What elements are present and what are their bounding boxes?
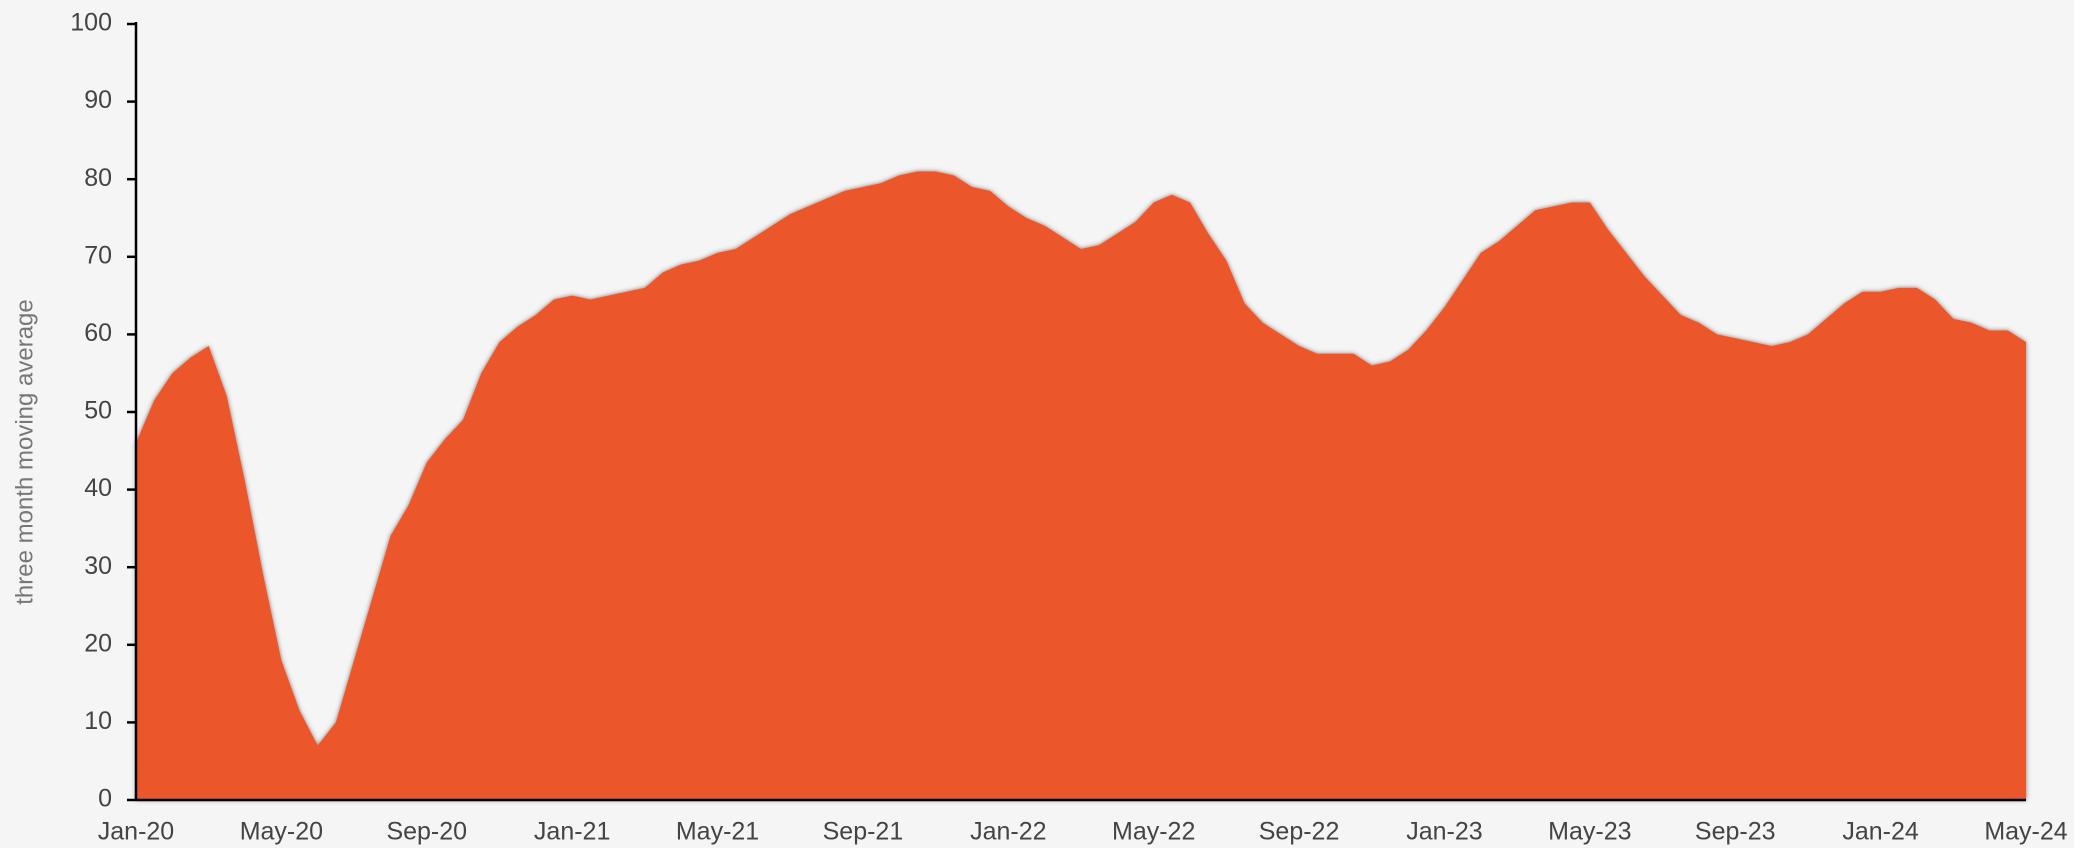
y-tick-label: 50 bbox=[84, 397, 112, 425]
x-tick-label: Jan-21 bbox=[534, 818, 610, 846]
x-tick-label: Sep-22 bbox=[1259, 818, 1340, 846]
x-tick-label: Sep-23 bbox=[1695, 818, 1776, 846]
y-tick-label: 100 bbox=[70, 9, 112, 37]
x-tick-label: May-23 bbox=[1548, 818, 1631, 846]
x-tick-label: Jan-24 bbox=[1842, 818, 1919, 846]
x-tick-label: Jan-23 bbox=[1406, 818, 1482, 846]
y-axis-title: three month moving average bbox=[11, 299, 38, 605]
y-tick-label: 30 bbox=[84, 552, 112, 580]
x-tick-label: Sep-21 bbox=[823, 818, 904, 846]
y-tick-label: 10 bbox=[84, 707, 112, 735]
y-tick-label: 0 bbox=[98, 785, 112, 813]
x-tick-label: Sep-20 bbox=[386, 818, 467, 846]
x-tick-label: May-20 bbox=[240, 818, 323, 846]
y-tick-label: 60 bbox=[84, 319, 112, 347]
y-tick-label: 80 bbox=[84, 164, 112, 192]
y-tick-label: 70 bbox=[84, 241, 112, 269]
x-tick-label: Jan-20 bbox=[98, 818, 174, 846]
area bbox=[136, 171, 2026, 800]
x-tick-label: Jan-22 bbox=[970, 818, 1046, 846]
y-tick-label: 40 bbox=[84, 474, 112, 502]
x-tick-label: May-24 bbox=[1984, 818, 2067, 846]
y-tick-label: 90 bbox=[84, 86, 112, 114]
x-tick-label: May-21 bbox=[676, 818, 759, 846]
x-tick-label: May-22 bbox=[1112, 818, 1195, 846]
y-tick-label: 20 bbox=[84, 629, 112, 657]
